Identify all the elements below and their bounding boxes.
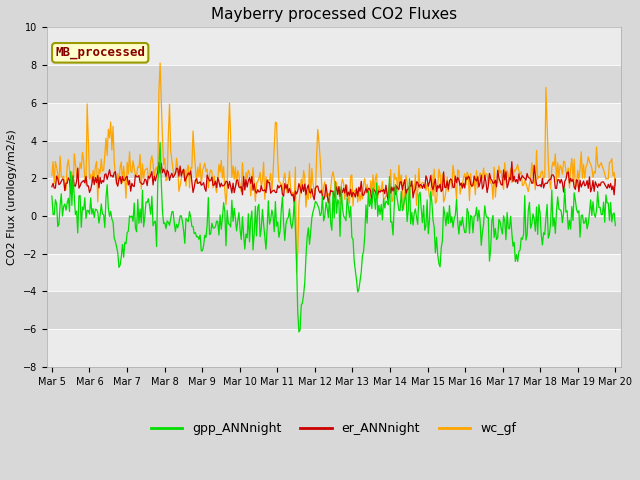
er_ANNnight — [223, 179, 231, 184]
wc_gf — [287, 186, 294, 192]
gpp_ANNnight — [295, 329, 303, 335]
er_ANNnight — [48, 184, 56, 190]
Bar — [47, 178, 621, 216]
gpp_ANNnight — [393, 191, 401, 197]
Legend: gpp_ANNnight, er_ANNnight, wc_gf: gpp_ANNnight, er_ANNnight, wc_gf — [146, 418, 521, 440]
gpp_ANNnight — [48, 193, 56, 199]
Line: er_ANNnight: er_ANNnight — [52, 162, 615, 203]
gpp_ANNnight — [225, 221, 232, 227]
wc_gf — [156, 60, 164, 66]
gpp_ANNnight — [287, 220, 294, 226]
wc_gf — [225, 133, 232, 139]
er_ANNnight — [324, 200, 332, 206]
er_ANNnight — [463, 177, 471, 182]
Text: MB_processed: MB_processed — [55, 46, 145, 60]
er_ANNnight — [562, 177, 570, 182]
Bar — [47, 254, 621, 291]
gpp_ANNnight — [365, 204, 373, 209]
er_ANNnight — [392, 192, 399, 197]
Line: gpp_ANNnight: gpp_ANNnight — [52, 143, 615, 332]
wc_gf — [562, 168, 570, 174]
wc_gf — [465, 172, 472, 178]
Bar — [47, 329, 621, 367]
wc_gf — [292, 270, 300, 276]
gpp_ANNnight — [465, 210, 472, 216]
gpp_ANNnight — [562, 209, 570, 215]
gpp_ANNnight — [156, 140, 164, 145]
Line: wc_gf: wc_gf — [52, 63, 615, 273]
er_ANNnight — [508, 159, 516, 165]
wc_gf — [393, 175, 401, 180]
Title: Mayberry processed CO2 Fluxes: Mayberry processed CO2 Fluxes — [211, 7, 457, 22]
Bar — [47, 103, 621, 141]
gpp_ANNnight — [611, 223, 619, 228]
Bar — [47, 27, 621, 65]
er_ANNnight — [285, 186, 293, 192]
wc_gf — [365, 199, 373, 204]
er_ANNnight — [611, 176, 619, 182]
wc_gf — [48, 173, 56, 179]
wc_gf — [611, 182, 619, 188]
er_ANNnight — [364, 186, 372, 192]
Y-axis label: CO2 Flux (urology/m2/s): CO2 Flux (urology/m2/s) — [7, 129, 17, 265]
